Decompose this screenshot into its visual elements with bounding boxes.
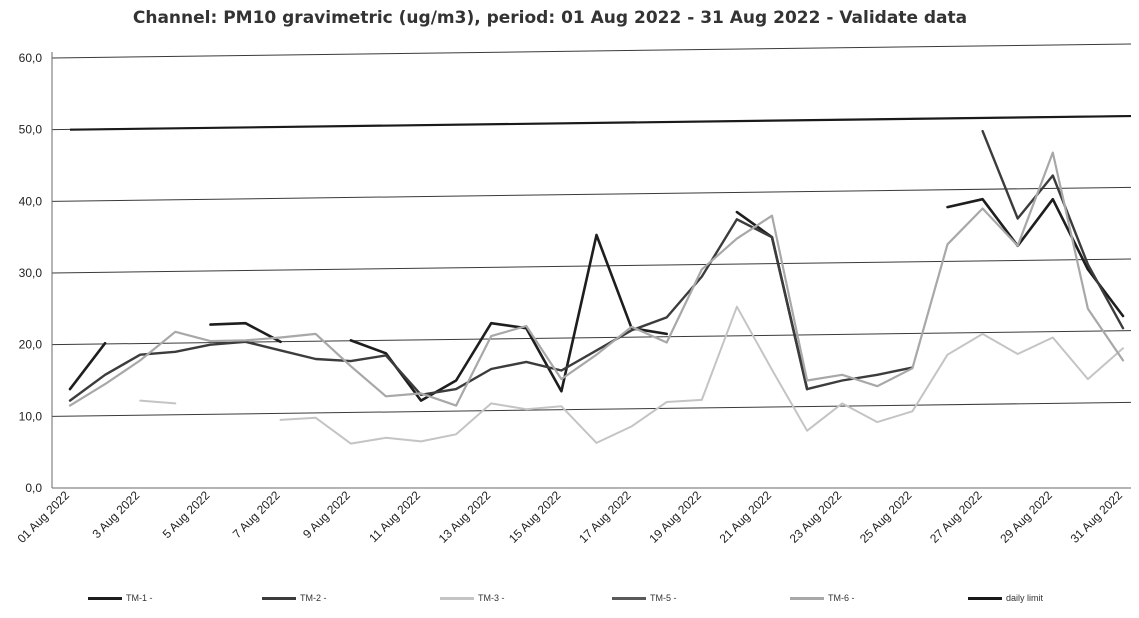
x-tick-label: 15 Aug 2022 (506, 488, 564, 546)
x-tick-label: 3 Aug 2022 (89, 488, 142, 541)
x-tick-label: 11 Aug 2022 (366, 488, 423, 545)
x-tick-label: 23 Aug 2022 (787, 488, 845, 546)
x-tick-label: 7 Aug 2022 (230, 488, 283, 541)
series-line-5 (68, 151, 1125, 407)
gridline (51, 258, 1132, 274)
x-tick-label: 9 Aug 2022 (300, 488, 353, 541)
legend-swatch (88, 596, 122, 600)
gridline (51, 43, 1132, 59)
y-tick-label: 50,0 (19, 123, 43, 137)
y-tick-label: 0,0 (25, 481, 42, 495)
series-line-1 (68, 341, 107, 391)
series-line-1 (349, 233, 669, 402)
axes (51, 52, 1131, 489)
y-tick-label: 10,0 (19, 409, 43, 423)
legend-item: daily limit (968, 590, 1043, 606)
x-tick-label: 29 Aug 2022 (997, 488, 1055, 546)
y-tick-label: 20,0 (19, 338, 43, 352)
gridline (51, 186, 1132, 202)
legend-swatch (612, 596, 646, 600)
legend-swatch (262, 596, 296, 600)
series-line-3 (139, 399, 177, 405)
x-tick-label: 01 Aug 2022 (15, 488, 73, 546)
daily-limit-line (69, 114, 1132, 131)
legend-label: TM-2 - (300, 593, 327, 603)
x-tick-label: 5 Aug 2022 (160, 488, 213, 541)
legend-label: TM-1 - (126, 593, 153, 603)
legend-label: TM-5 - (650, 593, 677, 603)
legend-label: daily limit (1006, 593, 1044, 603)
series-line-2 (981, 129, 1125, 330)
x-tick-label: 21 Aug 2022 (717, 488, 775, 546)
x-tick-label: 27 Aug 2022 (927, 488, 985, 546)
legend-swatch (440, 596, 474, 600)
y-tick-label: 30,0 (19, 266, 43, 280)
tick-labels: 0,0 10,0 20,0 30,0 40,0 50,0 60,0 01 Aug 2022 3 … (15, 51, 1126, 546)
legend-swatch (968, 596, 1002, 600)
series-lines (68, 114, 1132, 445)
gridline (51, 401, 1132, 417)
chart-title: Channel: PM10 gravimetric (ug/m3), perio… (132, 8, 968, 28)
y-tick-label: 60,0 (19, 51, 43, 65)
legend-item: TM-1 - (88, 590, 153, 606)
legend-label: TM-6 - (828, 593, 855, 603)
legend-item: TM-6 - (790, 590, 855, 606)
x-tick-label: 17 Aug 2022 (576, 488, 634, 546)
series-line-2 (68, 218, 914, 402)
grid-lines (51, 43, 1132, 417)
legend-item: TM-3 - (440, 590, 505, 606)
series-line-3 (279, 305, 1124, 445)
y-tick-label: 40,0 (19, 194, 43, 208)
legend-item: TM-5 - (612, 590, 677, 606)
x-tick-label: 19 Aug 2022 (646, 488, 704, 546)
x-tick-label: 25 Aug 2022 (857, 488, 915, 546)
legend-label: TM-3 - (478, 593, 505, 603)
x-tick-label: 31 Aug 2022 (1068, 488, 1126, 546)
x-tick-label: 13 Aug 2022 (436, 488, 494, 546)
series-line-1 (209, 321, 282, 344)
legend-item: TM-2 - (262, 590, 327, 606)
legend-swatch (790, 596, 824, 600)
